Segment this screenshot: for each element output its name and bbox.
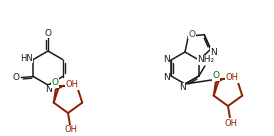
- Text: HN: HN: [20, 54, 33, 63]
- Text: N: N: [179, 84, 185, 92]
- Text: OH: OH: [225, 73, 238, 82]
- Text: N: N: [45, 86, 52, 95]
- Text: O: O: [13, 73, 20, 82]
- Text: NH₂: NH₂: [197, 55, 215, 64]
- Text: O: O: [44, 29, 52, 38]
- Text: N: N: [210, 48, 217, 57]
- Text: OH: OH: [65, 80, 78, 89]
- Text: O: O: [52, 78, 59, 87]
- Text: O: O: [189, 30, 196, 39]
- Text: O: O: [213, 71, 220, 80]
- Text: N: N: [163, 55, 170, 64]
- Text: OH: OH: [64, 126, 78, 135]
- Text: OH: OH: [224, 118, 238, 128]
- Text: N: N: [163, 72, 170, 81]
